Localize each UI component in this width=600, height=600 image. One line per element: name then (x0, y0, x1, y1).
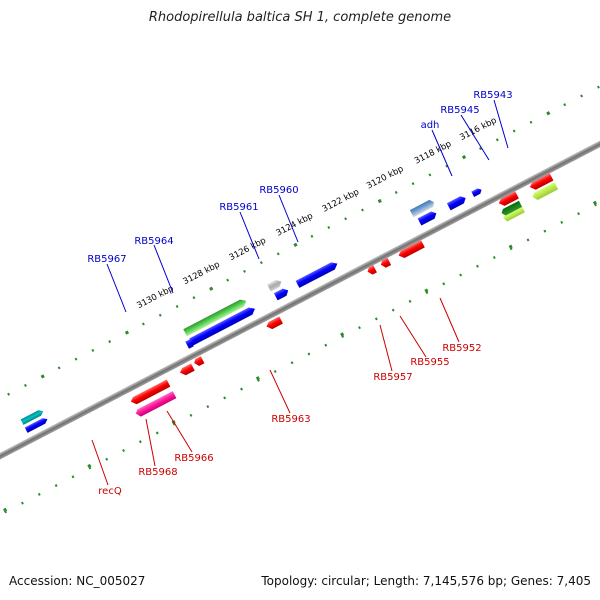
gene-blue-right-2[interactable] (446, 194, 468, 211)
ruler-label-3122: 3122 kbp (321, 187, 361, 214)
leader-rb5943 (493, 99, 509, 149)
ruler-label-3118: 3118 kbp (413, 139, 453, 166)
leader-rb5952 (439, 297, 460, 343)
gene-darkgreen[interactable] (500, 200, 523, 218)
label-adh[interactable]: adh (421, 120, 440, 131)
gene-lime-right[interactable] (531, 182, 559, 201)
label-recq[interactable]: recQ (98, 486, 122, 497)
label-rb5945[interactable]: RB5945 (440, 105, 479, 116)
gene-cyan-partial[interactable] (20, 408, 45, 425)
gene-red-small-2[interactable] (193, 356, 205, 367)
label-rb5964[interactable]: RB5964 (134, 236, 173, 247)
gene-red-right-1[interactable] (497, 191, 519, 207)
leader-rb5966 (166, 410, 193, 453)
leader-rb5960 (278, 194, 299, 243)
accession-label: Accession: NC_005027 (9, 574, 146, 588)
leader-rb5964 (153, 244, 174, 294)
gene-green[interactable] (183, 297, 248, 337)
leader-rb5945 (460, 114, 490, 161)
gene-pink[interactable] (135, 391, 177, 418)
label-rb5957[interactable]: RB5957 (373, 372, 412, 383)
ruler-label-3120: 3120 kbp (365, 164, 405, 191)
label-rb5963[interactable]: RB5963 (271, 414, 310, 425)
gene-red-small-1[interactable] (179, 363, 195, 378)
genome-summary: Topology: circular; Length: 7,145,576 bp… (261, 574, 591, 588)
forward-strand-genes (20, 187, 483, 433)
gene-blue-partial[interactable] (24, 416, 49, 433)
label-rb5968[interactable]: RB5968 (138, 467, 177, 478)
gene-red-far-left[interactable] (129, 379, 171, 406)
label-rb5943[interactable]: RB5943 (473, 90, 512, 101)
leader-recq (91, 439, 109, 486)
leader-rb5957 (379, 324, 393, 372)
gene-blue-right-3[interactable] (471, 187, 483, 197)
reverse-gene-labels: RB5952 RB5955 RB5957 RB5963 RB5966 RB596… (98, 343, 481, 497)
label-rb5961[interactable]: RB5961 (219, 202, 258, 213)
leader-rb5967 (106, 263, 127, 313)
label-rb5967[interactable]: RB5967 (87, 254, 126, 265)
ruler-label-3128: 3128 kbp (182, 260, 222, 287)
leader-rb5961 (239, 211, 260, 260)
map-title: Rhodopirellula baltica SH 1, complete ge… (148, 10, 452, 25)
leader-rb5963 (269, 369, 291, 414)
reverse-strand-genes (129, 173, 559, 418)
leader-adh (431, 129, 453, 177)
leader-rb5968 (145, 418, 156, 467)
forward-gene-labels: RB5943 RB5945 adh RB5960 RB5961 RB5964 R… (87, 90, 512, 265)
gene-rb5952[interactable] (397, 240, 425, 260)
gene-lime[interactable] (503, 206, 525, 222)
gene-rb5963[interactable] (265, 316, 283, 330)
gene-blue-mid-large[interactable] (295, 260, 340, 288)
ruler-labels: 3116 kbp 3118 kbp 3120 kbp 3122 kbp 3124… (135, 116, 498, 311)
label-rb5952[interactable]: RB5952 (442, 343, 481, 354)
gene-blue-mid-small[interactable] (273, 287, 290, 301)
gene-rb5957[interactable] (366, 265, 377, 276)
leader-rb5955 (399, 315, 427, 358)
label-rb5955[interactable]: RB5955 (410, 357, 449, 368)
gene-rb5955[interactable] (379, 257, 392, 269)
ruler-label-3130: 3130 kbp (135, 284, 175, 311)
label-leaders (91, 99, 509, 486)
gene-gray[interactable] (267, 278, 283, 292)
label-rb5960[interactable]: RB5960 (259, 185, 298, 196)
genome-backbone (0, 112, 600, 479)
gene-blue-right-1[interactable] (417, 210, 439, 226)
gene-red-right-2[interactable] (528, 173, 554, 191)
gene-blue-left-small[interactable] (185, 338, 196, 349)
ruler-label-3126: 3126 kbp (228, 236, 268, 263)
gene-adh[interactable] (409, 199, 436, 218)
label-rb5966[interactable]: RB5966 (174, 453, 213, 464)
gene-blue-left-large[interactable] (189, 305, 257, 346)
